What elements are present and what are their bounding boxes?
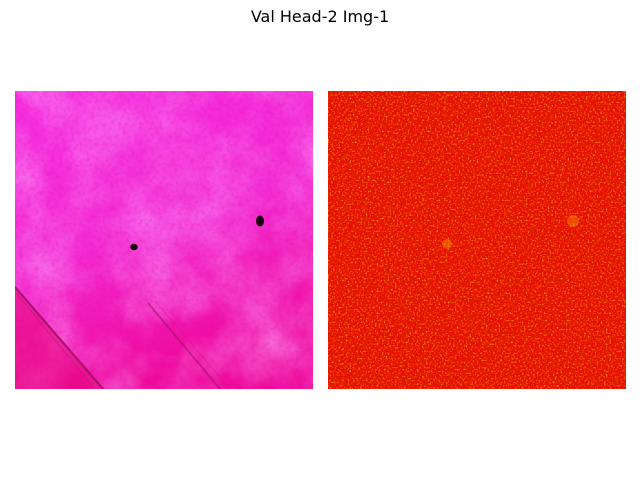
heatmap-hotspot-1 (442, 239, 452, 249)
tissue-streak-4 (154, 300, 226, 384)
tissue-image (15, 91, 313, 389)
heatmap-image (328, 91, 626, 389)
tissue-streak-3 (147, 302, 221, 389)
heatmap-panel (328, 91, 626, 389)
tissue-image-panel (15, 91, 313, 389)
heatmap-bright-noise (328, 91, 626, 389)
tissue-texture (15, 91, 313, 389)
tissue-spot-2 (256, 215, 264, 227)
heatmap-hotspot-2 (567, 215, 579, 227)
tissue-streak-1 (15, 286, 104, 389)
tissue-spot-1 (130, 243, 138, 251)
tissue-streak-2 (16, 293, 96, 389)
figure-title: Val Head-2 Img-1 (250, 7, 390, 26)
